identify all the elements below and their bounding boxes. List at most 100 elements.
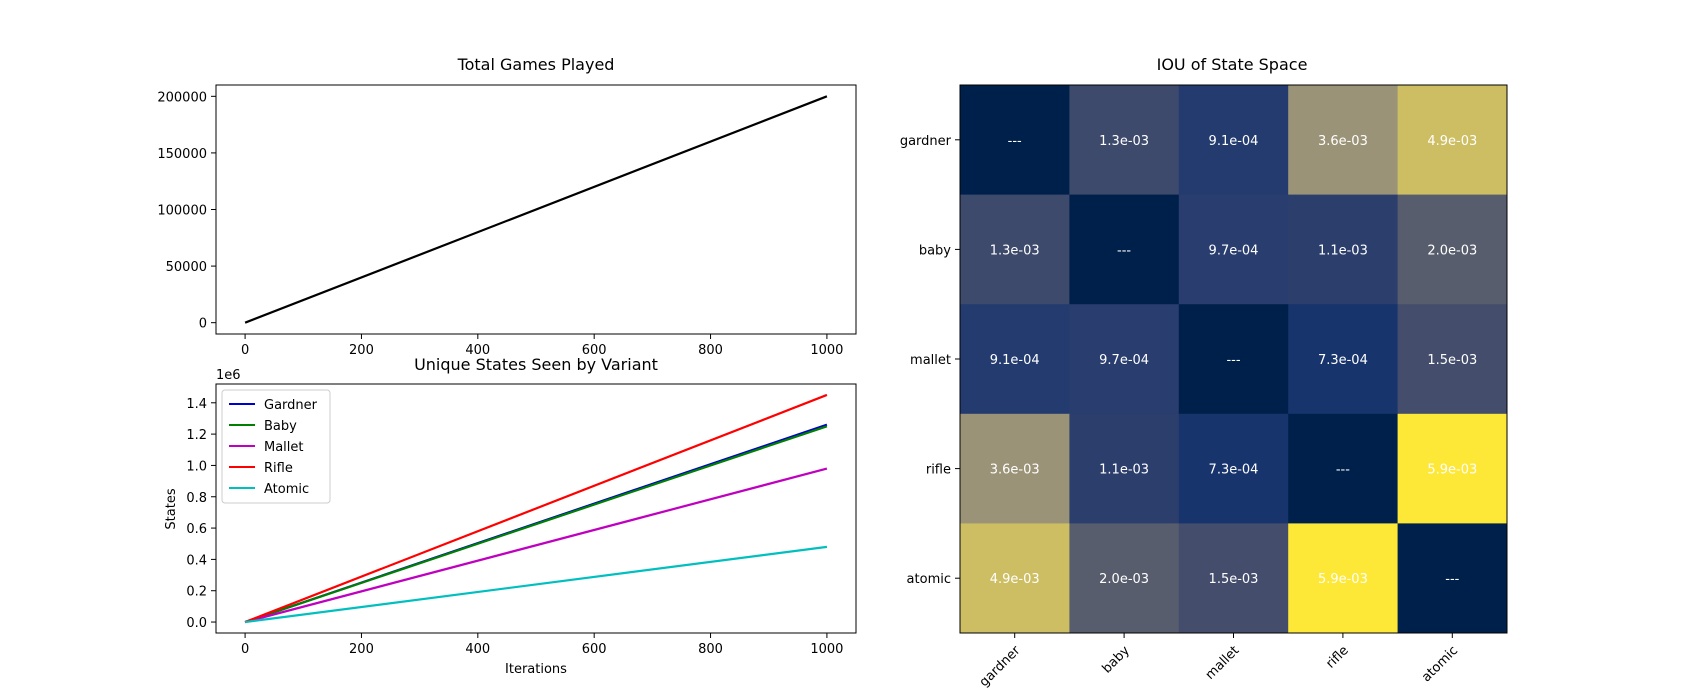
iou-cell-label: 2.0e-03 bbox=[1099, 572, 1149, 587]
iou-row-label: baby bbox=[919, 243, 951, 258]
iou-cell-atomic-rifle bbox=[1288, 523, 1399, 634]
iou-cell-label: 7.3e-04 bbox=[1318, 353, 1368, 368]
unique-states-legend-label-rifle: Rifle bbox=[264, 461, 293, 476]
unique-states-line-baby bbox=[244, 425, 828, 624]
unique-states-line-atomic bbox=[244, 545, 828, 624]
iou-cell-label: 9.1e-04 bbox=[990, 353, 1040, 368]
unique-states-ytick-label: 0.8 bbox=[186, 491, 207, 506]
unique-states-ylabel: States bbox=[164, 488, 179, 529]
iou-cell-label: --- bbox=[1117, 243, 1131, 258]
unique-states-ytick-label: 1.0 bbox=[186, 459, 207, 474]
iou-cell-atomic-baby bbox=[1069, 523, 1180, 634]
iou-cell-label: 1.5e-03 bbox=[1209, 572, 1259, 587]
unique-states-ytick-label: 1.2 bbox=[186, 428, 207, 443]
iou-cell-atomic-gardner bbox=[960, 523, 1070, 634]
iou-cell-label: --- bbox=[1336, 463, 1350, 478]
total-games-xtick-label: 1000 bbox=[810, 343, 843, 358]
unique-states-chart: Unique States Seen by Variant 1e6 0 200 40… bbox=[164, 355, 857, 677]
iou-cell-label: --- bbox=[1008, 134, 1022, 149]
iou-cell-label: 1.5e-03 bbox=[1427, 353, 1477, 368]
unique-states-title: Unique States Seen by Variant bbox=[414, 355, 658, 374]
iou-cell-label: 3.6e-03 bbox=[1318, 134, 1368, 149]
iou-cell-baby-mallet bbox=[1178, 194, 1289, 305]
iou-cell-baby-atomic bbox=[1397, 194, 1508, 305]
iou-row-label: mallet bbox=[910, 353, 951, 368]
iou-row-label: atomic bbox=[907, 572, 951, 587]
unique-states-line-mallet bbox=[244, 467, 828, 624]
total-games-ytick-label: 50000 bbox=[166, 260, 207, 275]
unique-states-xtick-label: 1000 bbox=[810, 642, 843, 657]
total-games-line-series-0 bbox=[244, 95, 828, 324]
unique-states-scale-label: 1e6 bbox=[216, 368, 241, 383]
unique-states-ytick-label: 0.6 bbox=[186, 522, 207, 537]
unique-states-xtick-label: 400 bbox=[465, 642, 490, 657]
iou-cell-baby-baby bbox=[1069, 194, 1180, 305]
iou-cell-label: 1.1e-03 bbox=[1099, 463, 1149, 478]
iou-cell-label: 1.1e-03 bbox=[1318, 243, 1368, 258]
iou-cell-rifle-gardner bbox=[960, 413, 1070, 524]
total-games-ytick-label: 200000 bbox=[157, 90, 207, 105]
unique-states-legend-label-baby: Baby bbox=[264, 419, 297, 434]
total-games-xtick-label: 0 bbox=[241, 343, 249, 358]
unique-states-xtick-label: 600 bbox=[582, 642, 607, 657]
total-games-xtick-label: 600 bbox=[582, 343, 607, 358]
iou-cell-mallet-atomic bbox=[1397, 304, 1508, 415]
unique-states-legend-label-mallet: Mallet bbox=[264, 440, 304, 455]
iou-row-label: rifle bbox=[926, 463, 951, 478]
iou-cell-rifle-atomic bbox=[1397, 413, 1508, 524]
iou-cell-label: 2.0e-03 bbox=[1427, 243, 1477, 258]
total-games-ytick-label: 100000 bbox=[157, 204, 207, 219]
total-games-xtick-label: 800 bbox=[698, 343, 723, 358]
total-games-chart: Total Games Played 0 200 400 600 800 1000 0 500… bbox=[157, 55, 857, 358]
iou-cell-mallet-rifle bbox=[1288, 304, 1399, 415]
unique-states-ytick-label: 0.2 bbox=[186, 585, 207, 600]
iou-cell-gardner-atomic bbox=[1397, 85, 1508, 196]
iou-cell-mallet-mallet bbox=[1178, 304, 1289, 415]
unique-states-xtick-label: 0 bbox=[241, 642, 249, 657]
iou-cell-rifle-mallet bbox=[1178, 413, 1289, 524]
unique-states-frame bbox=[215, 383, 857, 634]
unique-states-legend-label-gardner: Gardner bbox=[264, 398, 318, 413]
iou-heatmap: IOU of State Space --- 1.3e-03 9.1e-04 3.6e… bbox=[900, 55, 1508, 690]
iou-cell-atomic-mallet bbox=[1178, 523, 1289, 634]
total-games-xtick-label: 200 bbox=[349, 343, 374, 358]
iou-cell-gardner-gardner bbox=[960, 85, 1070, 196]
iou-cell-baby-gardner bbox=[960, 194, 1070, 305]
iou-cell-label: --- bbox=[1445, 572, 1459, 587]
iou-cell-mallet-gardner bbox=[960, 304, 1070, 415]
iou-cell-label: 4.9e-03 bbox=[1427, 134, 1477, 149]
unique-states-ytick-label: 0.0 bbox=[186, 616, 207, 631]
iou-cell-gardner-rifle bbox=[1288, 85, 1399, 196]
iou-cell-label: 5.9e-03 bbox=[1427, 463, 1477, 478]
unique-states-legend-box bbox=[221, 389, 331, 504]
iou-cell-label: 4.9e-03 bbox=[990, 572, 1040, 587]
unique-states-xtick-label: 200 bbox=[349, 642, 374, 657]
iou-cell-label: --- bbox=[1226, 353, 1240, 368]
total-games-ytick-label: 0 bbox=[199, 317, 207, 332]
unique-states-legend-label-atomic: Atomic bbox=[264, 482, 309, 497]
unique-states-ytick-label: 0.4 bbox=[186, 553, 207, 568]
iou-cell-label: 7.3e-04 bbox=[1209, 463, 1259, 478]
iou-cell-rifle-baby bbox=[1069, 413, 1180, 524]
iou-cell-label: 5.9e-03 bbox=[1318, 572, 1368, 587]
iou-cell-label: 1.3e-03 bbox=[1099, 134, 1149, 149]
iou-row-label: gardner bbox=[900, 134, 952, 149]
total-games-title: Total Games Played bbox=[457, 55, 615, 74]
unique-states-line-rifle bbox=[244, 393, 828, 624]
total-games-ytick-label: 150000 bbox=[157, 147, 207, 162]
unique-states-ytick-label: 1.4 bbox=[186, 397, 207, 412]
iou-cell-label: 9.7e-04 bbox=[1099, 353, 1149, 368]
iou-cell-label: 9.1e-04 bbox=[1209, 134, 1259, 149]
iou-cell-baby-rifle bbox=[1288, 194, 1399, 305]
iou-cell-rifle-rifle bbox=[1288, 413, 1399, 524]
unique-states-legend: Gardner Baby Mallet Rifle Atomic bbox=[221, 389, 331, 504]
unique-states-xlabel: Iterations bbox=[505, 662, 567, 677]
iou-heatmap-title: IOU of State Space bbox=[1157, 55, 1308, 74]
iou-cell-label: 9.7e-04 bbox=[1209, 243, 1259, 258]
unique-states-xtick-label: 800 bbox=[698, 642, 723, 657]
iou-cell-atomic-atomic bbox=[1397, 523, 1508, 634]
iou-cell-label: 3.6e-03 bbox=[990, 463, 1040, 478]
iou-cell-gardner-baby bbox=[1069, 85, 1180, 196]
iou-cell-gardner-mallet bbox=[1178, 85, 1289, 196]
